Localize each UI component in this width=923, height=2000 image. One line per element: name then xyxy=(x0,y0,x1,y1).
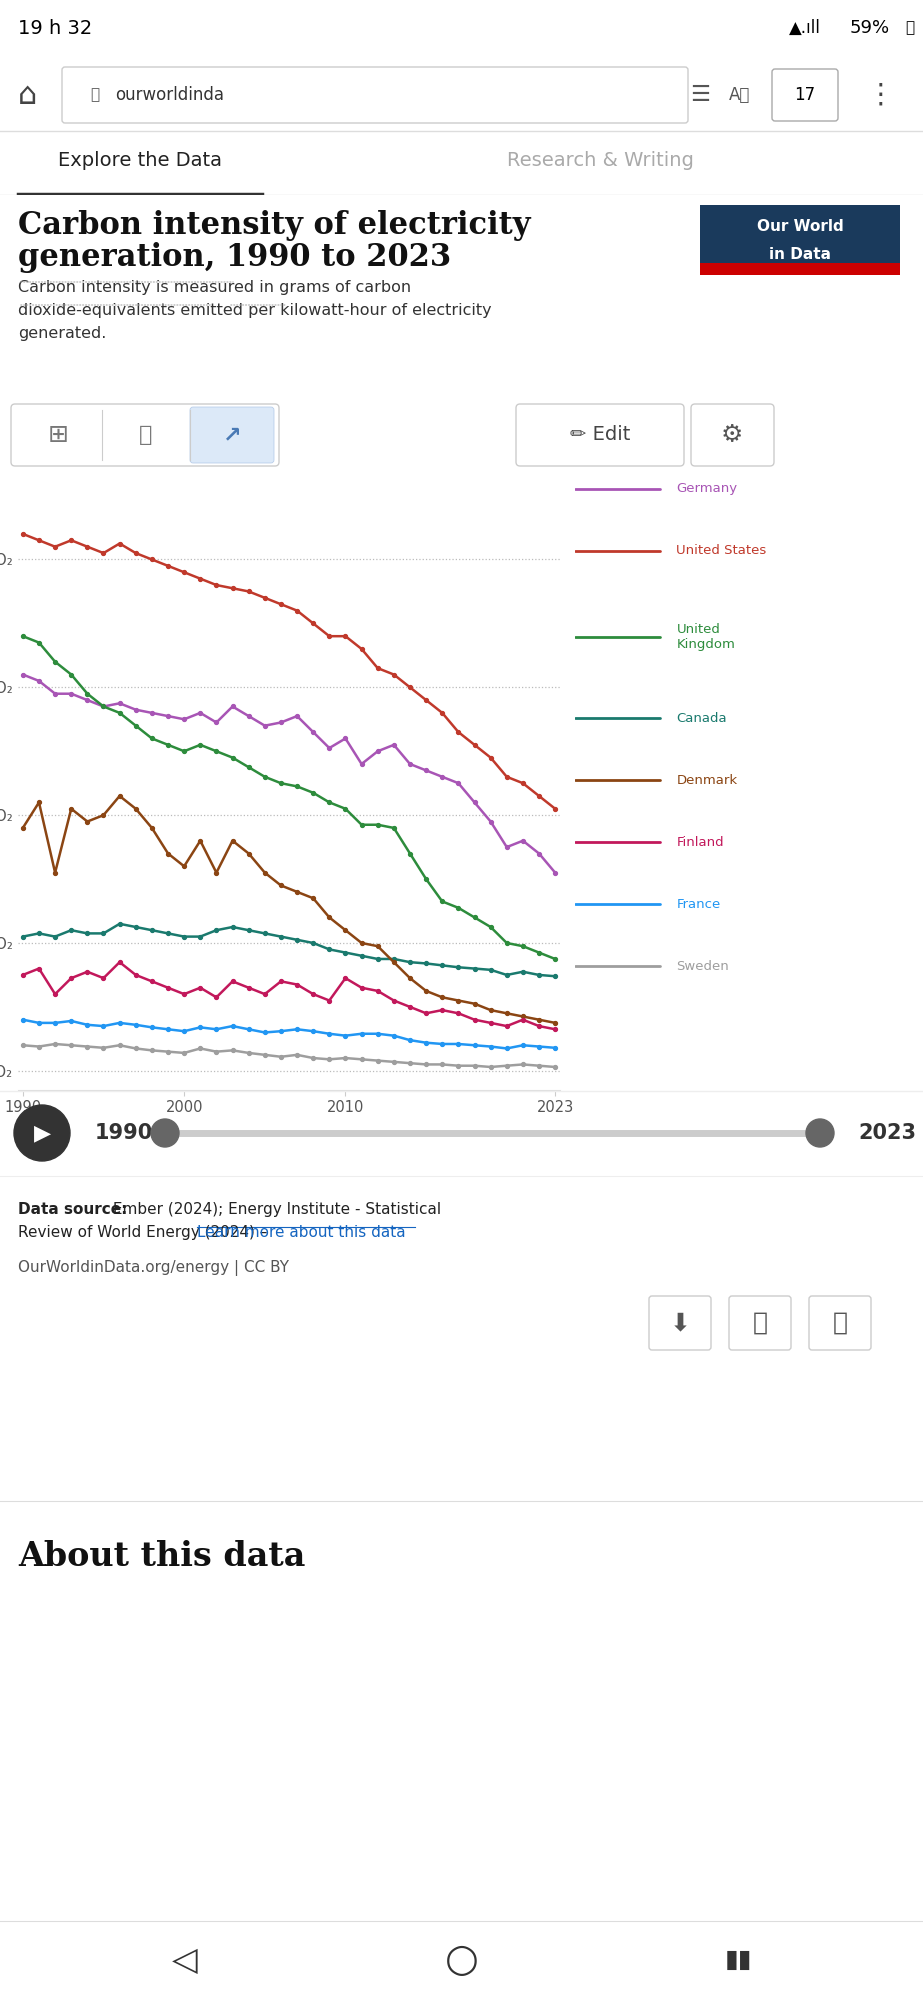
Text: 1990: 1990 xyxy=(95,1124,153,1144)
Text: ⬇: ⬇ xyxy=(669,1312,690,1336)
FancyBboxPatch shape xyxy=(516,404,684,466)
Bar xyxy=(700,262,900,274)
Text: Finland: Finland xyxy=(677,836,724,848)
Text: Carbon intensity of electricity: Carbon intensity of electricity xyxy=(18,210,531,240)
Text: 19 h 32: 19 h 32 xyxy=(18,18,92,38)
Text: Ember (2024); Energy Institute - Statistical: Ember (2024); Energy Institute - Statist… xyxy=(108,1202,441,1216)
FancyBboxPatch shape xyxy=(772,68,838,120)
Text: Sweden: Sweden xyxy=(677,960,729,972)
Text: United
Kingdom: United Kingdom xyxy=(677,624,736,652)
Circle shape xyxy=(14,1104,70,1160)
Text: ⊞: ⊞ xyxy=(47,424,68,448)
Text: Data source:: Data source: xyxy=(18,1202,127,1216)
Text: ☰: ☰ xyxy=(690,84,710,104)
Text: ◁: ◁ xyxy=(173,1944,198,1976)
Text: ⚙: ⚙ xyxy=(721,424,743,448)
Text: Canada: Canada xyxy=(677,712,727,724)
Text: Our World: Our World xyxy=(757,220,844,234)
Text: generated.: generated. xyxy=(18,326,106,340)
Text: generation, 1990 to 2023: generation, 1990 to 2023 xyxy=(18,242,451,272)
FancyBboxPatch shape xyxy=(649,1296,711,1350)
Text: Germany: Germany xyxy=(677,482,737,496)
Text: in Data: in Data xyxy=(769,248,831,262)
FancyBboxPatch shape xyxy=(62,66,688,124)
Text: Carbon intensity is measured in grams of carbon: Carbon intensity is measured in grams of… xyxy=(18,280,411,294)
Text: ▶: ▶ xyxy=(33,1124,51,1144)
Text: 17: 17 xyxy=(795,86,816,104)
Bar xyxy=(700,204,900,262)
Text: ⌂: ⌂ xyxy=(18,80,38,110)
Text: 2023: 2023 xyxy=(858,1124,916,1144)
Text: 🌐: 🌐 xyxy=(139,426,152,446)
Text: About this data: About this data xyxy=(18,1540,306,1572)
Text: Explore the Data: Explore the Data xyxy=(58,150,222,170)
Text: Learn more about this data: Learn more about this data xyxy=(197,1224,405,1240)
Text: ▲.ıll: ▲.ıll xyxy=(789,18,821,36)
Text: dioxide-equivalents emitted per kilowatt-hour of electricity: dioxide-equivalents emitted per kilowatt… xyxy=(18,302,492,318)
Text: ⎙: ⎙ xyxy=(752,1312,768,1336)
FancyBboxPatch shape xyxy=(691,404,774,466)
Text: 🔋: 🔋 xyxy=(905,20,915,36)
Text: Review of World Energy (2024) –: Review of World Energy (2024) – xyxy=(18,1224,272,1240)
Text: 59%: 59% xyxy=(850,18,890,36)
Text: ✏ Edit: ✏ Edit xyxy=(569,426,630,444)
Text: United States: United States xyxy=(677,544,767,558)
Text: Denmark: Denmark xyxy=(677,774,737,786)
Text: France: France xyxy=(677,898,721,910)
FancyBboxPatch shape xyxy=(729,1296,791,1350)
Circle shape xyxy=(806,1120,834,1148)
Text: A文: A文 xyxy=(729,86,750,104)
FancyBboxPatch shape xyxy=(190,408,274,464)
Text: ourworldinda: ourworldinda xyxy=(115,86,224,104)
Text: ▮▮: ▮▮ xyxy=(725,1948,751,1972)
Text: ⤢: ⤢ xyxy=(833,1312,847,1336)
Text: ⋮: ⋮ xyxy=(866,80,893,108)
Circle shape xyxy=(151,1120,179,1148)
Text: 🔒: 🔒 xyxy=(90,88,99,102)
Text: OurWorldinData.org/energy | CC BY: OurWorldinData.org/energy | CC BY xyxy=(18,1260,289,1276)
FancyBboxPatch shape xyxy=(809,1296,871,1350)
Text: ○: ○ xyxy=(445,1940,479,1980)
Text: Research & Writing: Research & Writing xyxy=(507,150,693,170)
FancyBboxPatch shape xyxy=(11,404,279,466)
Text: ↗: ↗ xyxy=(222,426,241,446)
